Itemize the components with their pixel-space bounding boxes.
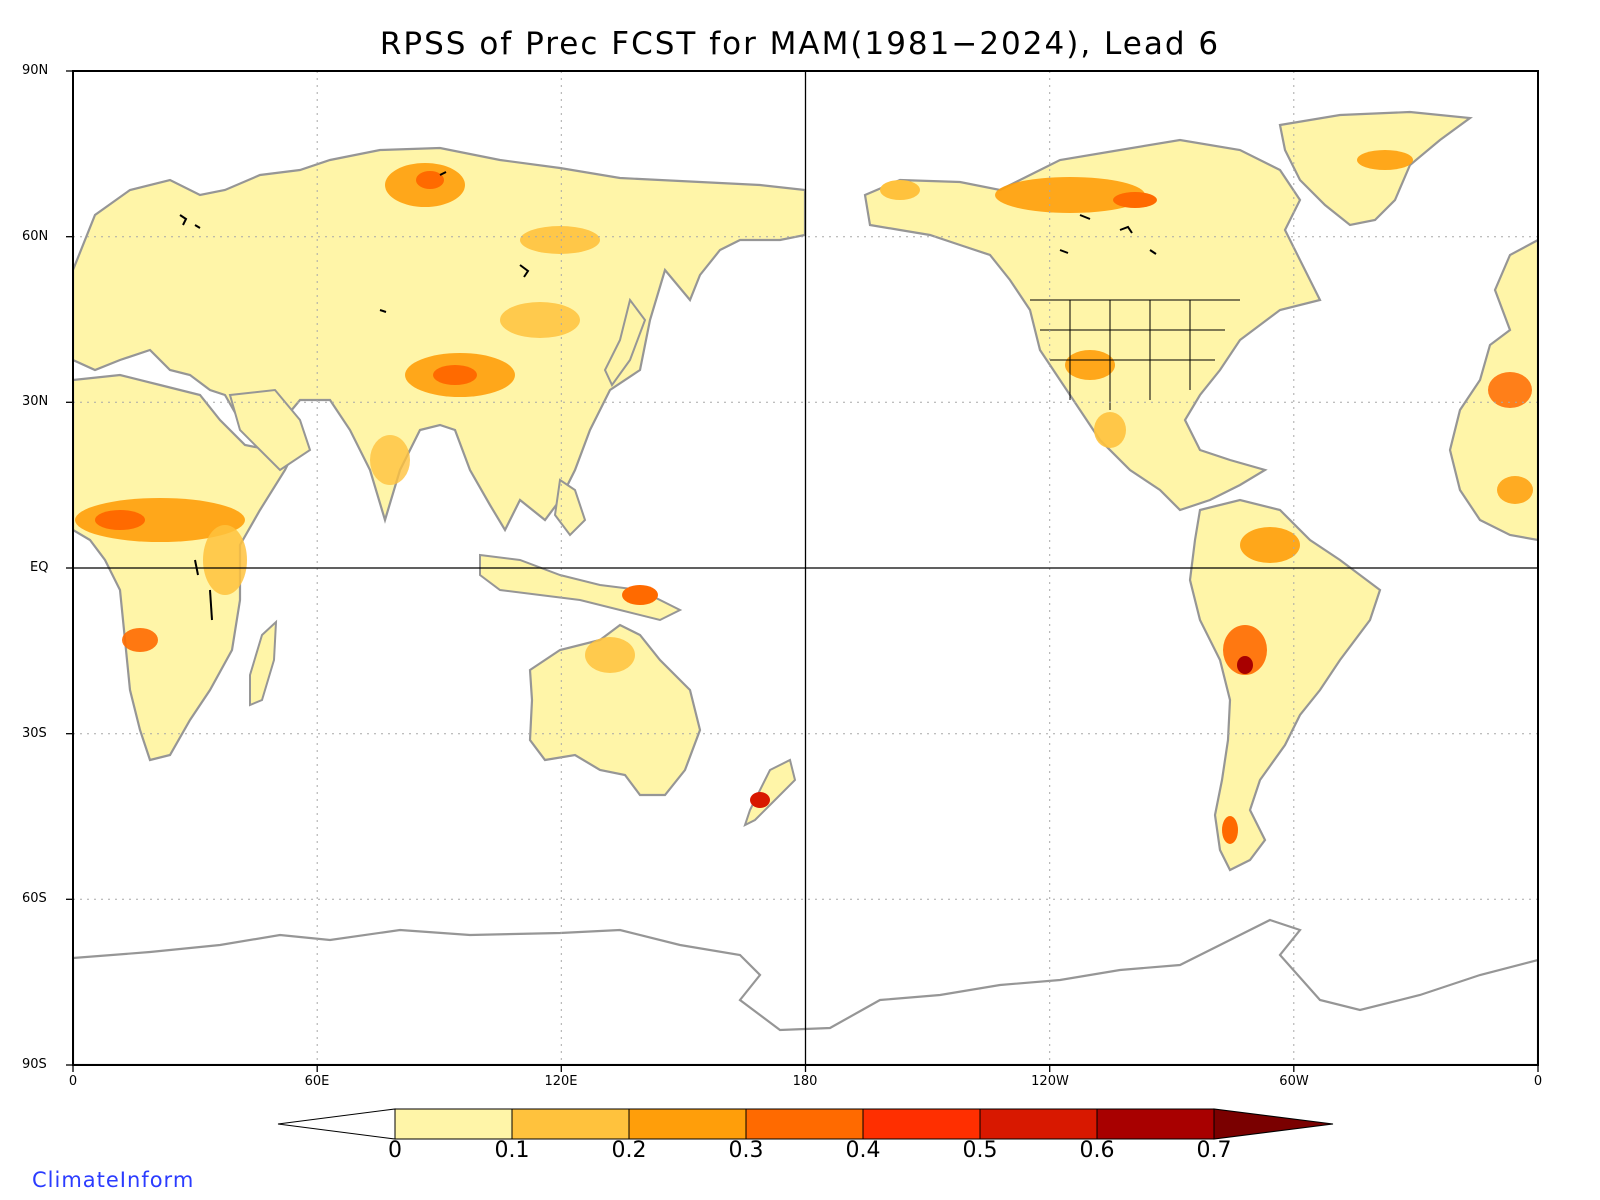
colorbar	[277, 1108, 1334, 1140]
greenland-patch	[1357, 150, 1413, 170]
antarctica-landmass	[73, 918, 1538, 1065]
us-southwest-patch	[1065, 350, 1115, 380]
andes-core-patch	[1237, 656, 1253, 674]
amazon-patch	[1240, 527, 1300, 563]
lat-label-90s: 90S	[22, 1057, 47, 1072]
colorbar-label-0-5: 0.5	[962, 1138, 998, 1163]
south-america-landmass	[1188, 498, 1382, 872]
skill-patches	[75, 150, 1533, 844]
colorbar-bin-1	[394, 1108, 513, 1140]
lat-label-60s: 60S	[22, 891, 47, 906]
lon-label-120w: 120W	[1031, 1074, 1069, 1089]
canada-core-patch	[1113, 192, 1157, 208]
southern-africa-patch	[122, 628, 158, 652]
colorbar-label-0-6: 0.6	[1079, 1138, 1115, 1163]
lat-label-30n: 30N	[22, 394, 49, 409]
lon-label-180: 180	[792, 1074, 818, 1089]
credit-text: ClimateInform	[32, 1168, 195, 1192]
lon-label-120e: 120E	[544, 1074, 578, 1089]
india-patch	[370, 435, 410, 485]
west-africa-right-patch	[1488, 372, 1532, 408]
nz-patch	[750, 792, 770, 808]
indonesia-patch	[622, 585, 658, 605]
japan-landmass	[603, 297, 647, 387]
colorbar-label-0-2: 0.2	[611, 1138, 647, 1163]
lat-label-90n: 90N	[22, 63, 49, 78]
mexico-patch	[1094, 412, 1126, 448]
new-zealand-landmass	[743, 758, 797, 827]
mongolia-patch	[500, 302, 580, 338]
colorbar-bin-4	[745, 1108, 864, 1140]
colorbar-bin-3	[628, 1108, 747, 1140]
colorbar-label-0: 0	[388, 1138, 402, 1163]
lat-label-eq: EQ	[30, 560, 49, 575]
lon-label-60e: 60E	[304, 1074, 330, 1089]
central-siberia-patch	[520, 226, 600, 254]
map-title: RPSS of Prec FCST for MAM(1981−2024), Le…	[379, 26, 1221, 62]
colorbar-low-arrow	[277, 1108, 396, 1140]
lat-label-30s: 30S	[22, 726, 47, 741]
colorbar-label-0-7: 0.7	[1196, 1138, 1232, 1163]
andes-patch	[1223, 625, 1267, 675]
indonesia-landmass	[479, 553, 683, 622]
arabia-landmass	[228, 388, 312, 472]
tick-marks	[66, 70, 1539, 1072]
east-africa-patch	[203, 525, 247, 595]
sahel-core-patch	[95, 510, 145, 530]
canada-skill-patch	[995, 177, 1145, 213]
patagonia-patch	[1222, 816, 1238, 844]
lon-label-0-right: 0	[1533, 1074, 1543, 1089]
colorbar-bin-6	[979, 1108, 1098, 1140]
colorbar-label-0-4: 0.4	[845, 1138, 881, 1163]
sahel-skill-patch	[75, 498, 245, 542]
colorbar-bin-2	[511, 1108, 630, 1140]
us-state-lines	[1030, 299, 1240, 410]
australia-landmass	[528, 623, 702, 797]
australia-patch	[585, 637, 635, 673]
north-america-landmass	[863, 138, 1322, 512]
philippines-landmass	[553, 478, 587, 537]
colorbar-bin-7	[1096, 1108, 1215, 1140]
colorbar-label-0-3: 0.3	[728, 1138, 764, 1163]
lon-label-0: 0	[68, 1074, 78, 1089]
colorbar-bin-5	[862, 1108, 981, 1140]
tibet-core-patch	[433, 365, 477, 385]
colorbar-high-arrow	[1213, 1108, 1334, 1140]
alaska-patch	[880, 180, 920, 200]
west-africa-right-patch-2	[1497, 476, 1533, 504]
lon-label-60w: 60W	[1279, 1074, 1309, 1089]
siberia-core-patch	[416, 171, 444, 189]
madagascar-landmass	[249, 619, 278, 707]
colorbar-label-0-1: 0.1	[494, 1138, 530, 1163]
lat-label-60n: 60N	[22, 229, 49, 244]
